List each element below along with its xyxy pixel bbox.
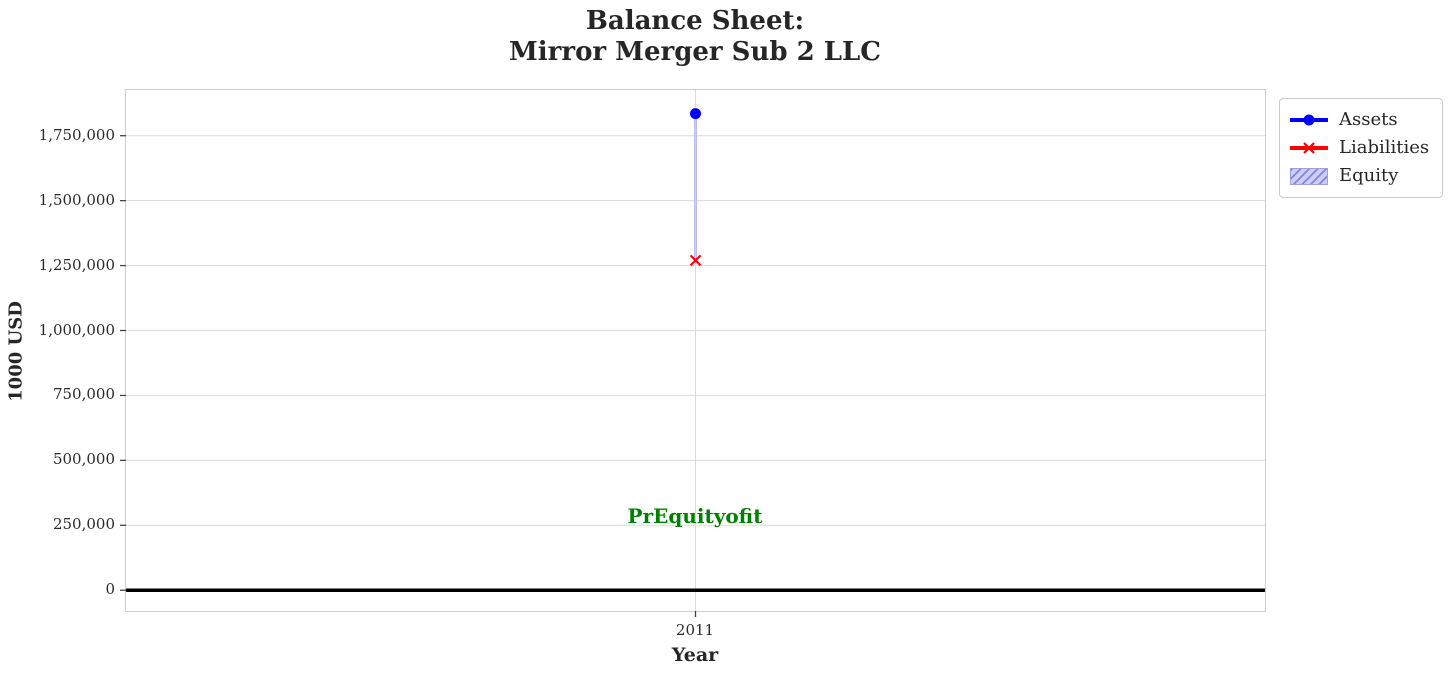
equity-bar — [694, 113, 697, 261]
chart-title: Balance Sheet: Mirror Merger Sub 2 LLC — [509, 6, 881, 67]
assets-line-icon — [1289, 113, 1329, 127]
plot-svg — [120, 90, 1265, 617]
legend-label-liabilities: Liabilities — [1339, 137, 1430, 158]
legend-label-equity: Equity — [1339, 165, 1399, 186]
liabilities-line-icon — [1289, 141, 1329, 155]
legend-item-equity: Equity — [1289, 162, 1432, 190]
legend-item-assets: Assets — [1289, 106, 1432, 134]
y-tick-label: 1,000,000 — [38, 320, 115, 339]
liabilities-marker — [689, 254, 702, 267]
y-tick-label: 1,250,000 — [38, 255, 115, 274]
y-tick-label: 500,000 — [52, 450, 115, 469]
x-tick-label: 2011 — [675, 621, 715, 639]
legend-item-liabilities: Liabilities — [1289, 134, 1432, 162]
plot-area — [120, 89, 1266, 617]
x-axis-label: Year — [671, 644, 719, 666]
y-tick-label: 0 — [105, 580, 115, 599]
equity-profit-annotation: PrEquityofit — [627, 504, 763, 528]
y-tick-label: 750,000 — [52, 385, 115, 404]
legend: Assets Liabilities Equity — [1279, 98, 1443, 198]
legend-label-assets: Assets — [1339, 109, 1398, 130]
y-tick-label: 1,750,000 — [38, 125, 115, 144]
assets-marker — [690, 108, 701, 120]
y-tick-label: 250,000 — [52, 515, 115, 534]
y-axis-label: 1000 USD — [5, 301, 27, 402]
equity-hatch-icon — [1289, 167, 1329, 185]
y-tick-label: 1,500,000 — [38, 190, 115, 209]
